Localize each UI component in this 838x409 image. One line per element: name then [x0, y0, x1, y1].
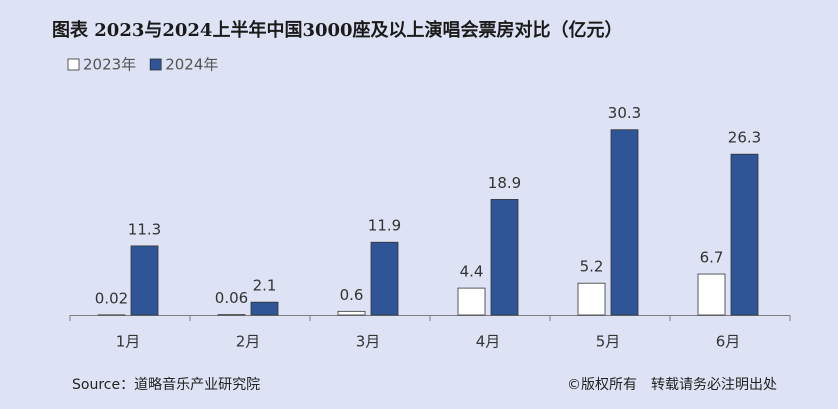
value-label: 5.2: [580, 258, 604, 276]
value-label: 6.7: [700, 249, 724, 267]
bar: [370, 241, 399, 316]
value-label: 11.3: [128, 220, 161, 238]
legend-label: 2023年: [83, 56, 136, 74]
value-label: 26.3: [728, 129, 761, 147]
bar: [250, 301, 279, 316]
bar: [490, 199, 519, 316]
x-tick-label: 3月: [356, 333, 381, 351]
bar: [337, 310, 366, 316]
bar: [610, 129, 639, 316]
copyright: ©版权所有 转载请务必注明出处: [567, 377, 777, 393]
chart-title: 图表 2023与2024上半年中国3000座及以上演唱会票房对比（亿元）: [52, 19, 623, 41]
legend-swatch: [67, 58, 80, 71]
x-tick-label: 1月: [116, 333, 141, 351]
value-label: 30.3: [608, 104, 641, 122]
value-label: 2.1: [253, 277, 277, 295]
x-tick-label: 5月: [596, 333, 621, 351]
source: Source：道略音乐产业研究院: [72, 376, 260, 393]
x-tick-label: 4月: [476, 333, 501, 351]
value-label: 18.9: [488, 174, 521, 192]
value-label: 0.02: [95, 289, 128, 307]
legend-label: 2024年: [165, 56, 218, 74]
x-tick-label: 6月: [716, 333, 741, 351]
bar: [130, 245, 159, 316]
value-label: 4.4: [460, 263, 484, 281]
bar: [697, 273, 726, 316]
value-label: 0.6: [340, 286, 364, 304]
bar: [457, 287, 486, 316]
x-tick-label: 2月: [236, 333, 261, 351]
value-label: 0.06: [215, 289, 248, 307]
value-label: 11.9: [368, 217, 401, 235]
bar: [577, 282, 606, 316]
bar: [730, 153, 759, 316]
legend-swatch: [149, 58, 162, 71]
